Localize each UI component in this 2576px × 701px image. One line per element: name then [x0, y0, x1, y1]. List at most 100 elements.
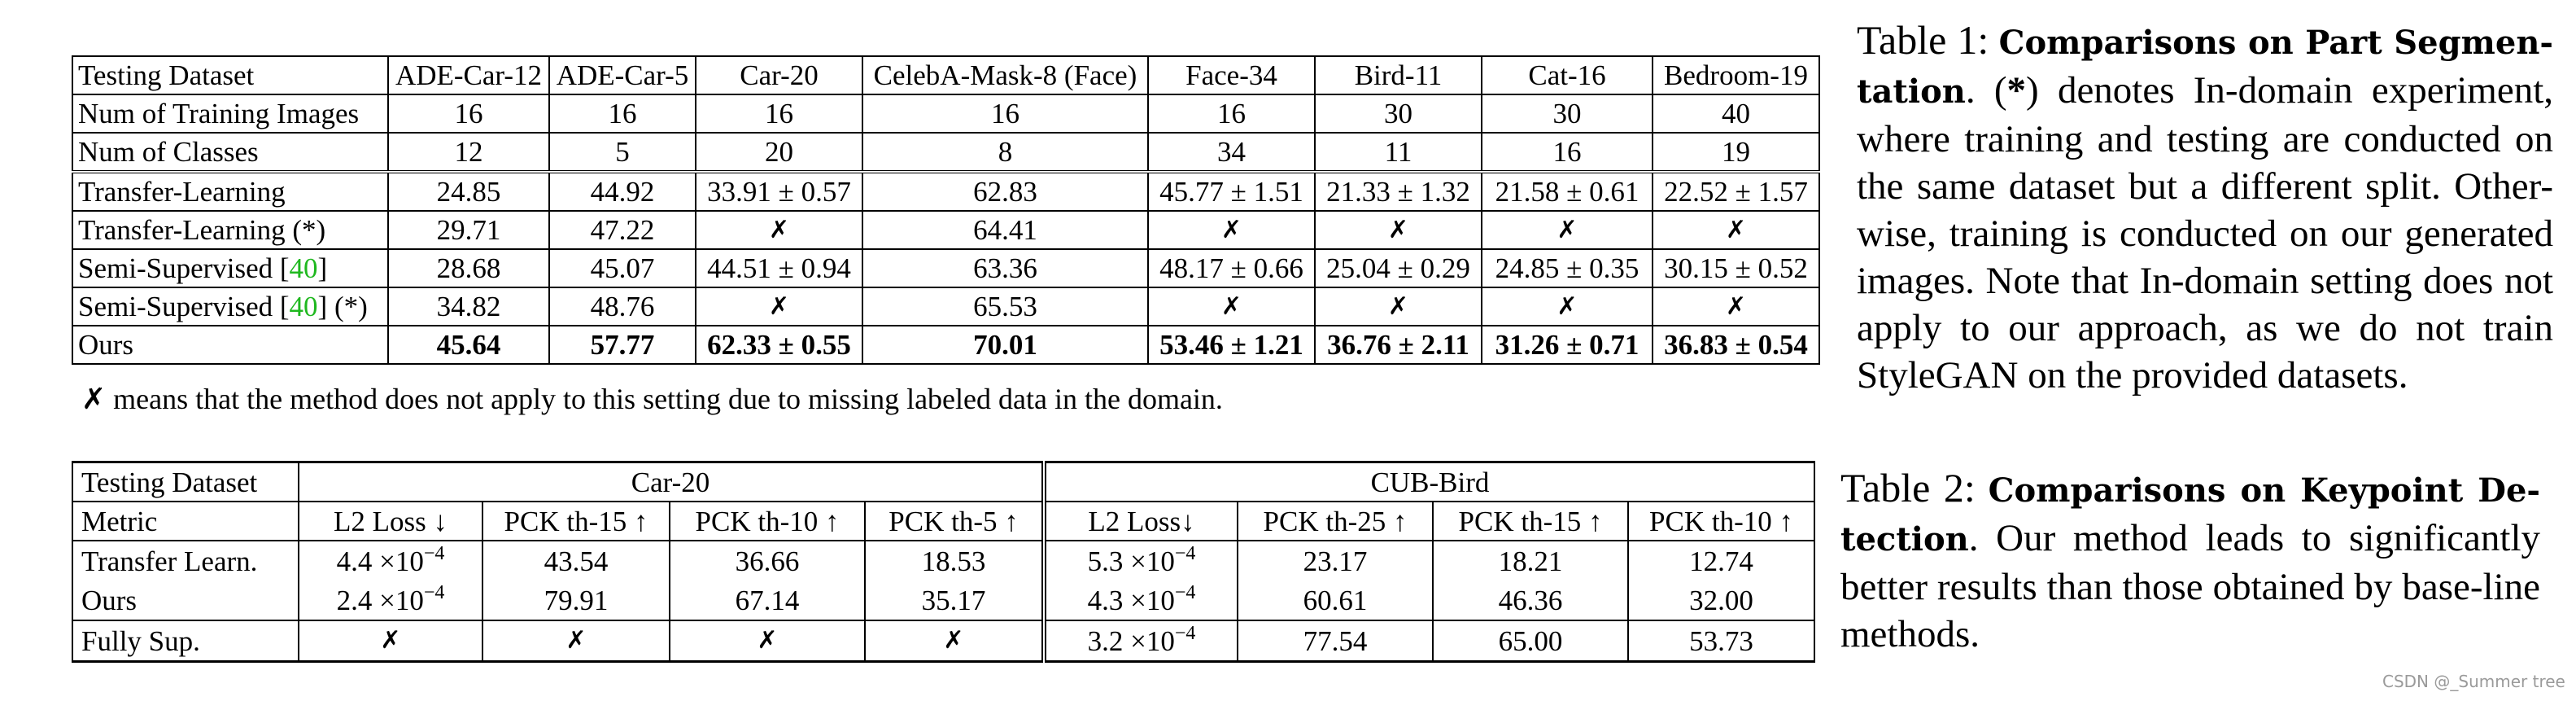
row-label: Num of Training Images [72, 94, 389, 134]
group-header-car: Car-20 [298, 461, 1045, 502]
row-label: Metric [72, 502, 299, 541]
table-cell: 33.91 ± 0.57 [695, 171, 863, 212]
table-cell: 16 [548, 94, 696, 134]
metric-header: PCK th-10 ↑ [669, 502, 866, 541]
table-cell: 44.92 [548, 171, 696, 212]
table-cell: 5 [548, 132, 696, 173]
row-label: Transfer Learn. [72, 541, 299, 581]
table1-header-cell: Testing Dataset [72, 55, 389, 95]
table-cell: 34.82 [387, 287, 550, 326]
table-cell: 53.73 [1627, 620, 1815, 663]
caption-label: Table 2: [1840, 465, 1976, 510]
table-cell: 35.17 [864, 581, 1045, 620]
table-cell: 47.22 [548, 210, 696, 250]
table-cell: 16 [387, 94, 550, 134]
table2-caption: Table 2: Comparisons on Keypoint De-tect… [1840, 465, 2540, 655]
row-label: Fully Sup. [72, 620, 299, 663]
table1-header-cell: Face-34 [1147, 55, 1316, 95]
metric-header: PCK th-15 ↑ [1432, 502, 1629, 541]
table-cell: 30 [1314, 94, 1482, 134]
table-cell: 30.15 ± 0.52 [1652, 248, 1820, 288]
table-cell: 48.76 [548, 287, 696, 326]
table-cell: 24.85 ± 0.35 [1481, 248, 1653, 288]
table-cell: 23.17 [1237, 541, 1434, 581]
table-cell: 36.83 ± 0.54 [1652, 325, 1820, 365]
cross-mark-icon: ✗ [1652, 287, 1820, 326]
row-label: Testing Dataset [72, 461, 299, 502]
table-cell: 36.66 [669, 541, 866, 581]
table-cell: 16 [862, 94, 1149, 134]
row-label: Transfer-Learning (*) [72, 210, 389, 250]
table-cell: 4.3 ×10−4 [1041, 581, 1238, 620]
table-cell: 60.61 [1237, 581, 1434, 620]
table1-result-row: Semi-Supervised [40] 28.68 45.07 44.51 ±… [72, 248, 1820, 288]
table-cell: 12 [387, 132, 550, 173]
table1-header-cell: CelebA-Mask-8 (Face) [862, 55, 1149, 95]
table-cell: 21.33 ± 1.32 [1314, 171, 1482, 212]
table-cell: 28.68 [387, 248, 550, 288]
table-cell: 64.41 [862, 210, 1149, 250]
table-cell: 16 [1147, 94, 1316, 134]
table-cell: 19 [1652, 132, 1820, 173]
cross-mark-icon: ✗ [1147, 287, 1316, 326]
table-cell: 4.4 ×10−4 [298, 541, 483, 581]
table-cell: 67.14 [669, 581, 866, 620]
table-cell: 12.74 [1627, 541, 1815, 581]
table2-header-row: Testing Dataset Car-20 CUB-Bird [72, 461, 1815, 502]
cross-mark-icon: ✗ [864, 620, 1045, 663]
table-cell: 16 [695, 94, 863, 134]
metric-header: PCK th-5 ↑ [864, 502, 1045, 541]
keypoint-detection-table: Testing Dataset Car-20 CUB-Bird Metric L… [72, 461, 1815, 663]
metric-header: PCK th-10 ↑ [1627, 502, 1815, 541]
table-cell: 5.3 ×10−4 [1041, 541, 1238, 581]
table2-result-row: Fully Sup. ✗ ✗ ✗ ✗ 3.2 ×10−4 77.54 65.00… [72, 620, 1815, 663]
table-cell: 48.17 ± 0.66 [1147, 248, 1316, 288]
table2-result-row: Ours 2.4 ×10−4 79.91 67.14 35.17 4.3 ×10… [72, 581, 1815, 620]
table-cell: 62.33 ± 0.55 [695, 325, 863, 365]
table-cell: 40 [1652, 94, 1820, 134]
table-cell: 63.36 [862, 248, 1149, 288]
table1-caption: Table 1: Comparisons on Part Segmen-tati… [1857, 17, 2553, 397]
table-cell: 18.53 [864, 541, 1045, 581]
cross-mark-icon: ✗ [298, 620, 483, 663]
table-cell: 62.83 [862, 171, 1149, 212]
row-label: Transfer-Learning [72, 171, 389, 212]
table-cell: 79.91 [482, 581, 670, 620]
row-label: Num of Classes [72, 132, 389, 173]
group-header-bird: CUB-Bird [1041, 461, 1815, 502]
cross-mark-icon: ✗ [1652, 210, 1820, 250]
citation-link: 40 [289, 291, 318, 322]
cross-mark-icon: ✗ [1147, 210, 1316, 250]
cross-mark-icon: ✗ [695, 210, 863, 250]
table-cell: 29.71 [387, 210, 550, 250]
table1-result-row: Ours 45.64 57.77 62.33 ± 0.55 70.01 53.4… [72, 325, 1820, 365]
table1-header-cell: ADE-Car-12 [387, 55, 550, 95]
table-cell: 34 [1147, 132, 1316, 173]
table-cell: 22.52 ± 1.57 [1652, 171, 1820, 212]
table-cell: 16 [1481, 132, 1653, 173]
table-cell: 3.2 ×10−4 [1041, 620, 1238, 663]
cross-mark-icon: ✗ [1314, 287, 1482, 326]
table1-header-row: Testing Dataset ADE-Car-12 ADE-Car-5 Car… [72, 55, 1820, 95]
watermark: CSDN @_Summer tree [2382, 672, 2565, 691]
row-label: Semi-Supervised [40] [72, 248, 389, 288]
cross-mark-icon: ✗ [695, 287, 863, 326]
table1-result-row: Transfer-Learning 24.85 44.92 33.91 ± 0.… [72, 171, 1820, 212]
caption-title: Comparisons on Part Segmen-tation [1857, 24, 2553, 111]
table-cell: 2.4 ×10−4 [298, 581, 483, 620]
table-cell: 70.01 [862, 325, 1149, 365]
table-cell: 44.51 ± 0.94 [695, 248, 863, 288]
citation-link: 40 [289, 252, 318, 284]
row-label: Ours [72, 581, 299, 620]
table-cell: 21.58 ± 0.61 [1481, 171, 1653, 212]
table1-footnote: ✗ means that the method does not apply t… [81, 383, 1223, 415]
table2-metric-row: Metric L2 Loss ↓ PCK th-15 ↑ PCK th-10 ↑… [72, 502, 1815, 541]
table-cell: 18.21 [1432, 541, 1629, 581]
table1-header-cell: ADE-Car-5 [548, 55, 696, 95]
metric-header: PCK th-15 ↑ [482, 502, 670, 541]
table-cell: 46.36 [1432, 581, 1629, 620]
row-label: Ours [72, 325, 389, 365]
cross-mark-icon: ✗ [482, 620, 670, 663]
table1-header-cell: Car-20 [695, 55, 863, 95]
table-cell: 8 [862, 132, 1149, 173]
